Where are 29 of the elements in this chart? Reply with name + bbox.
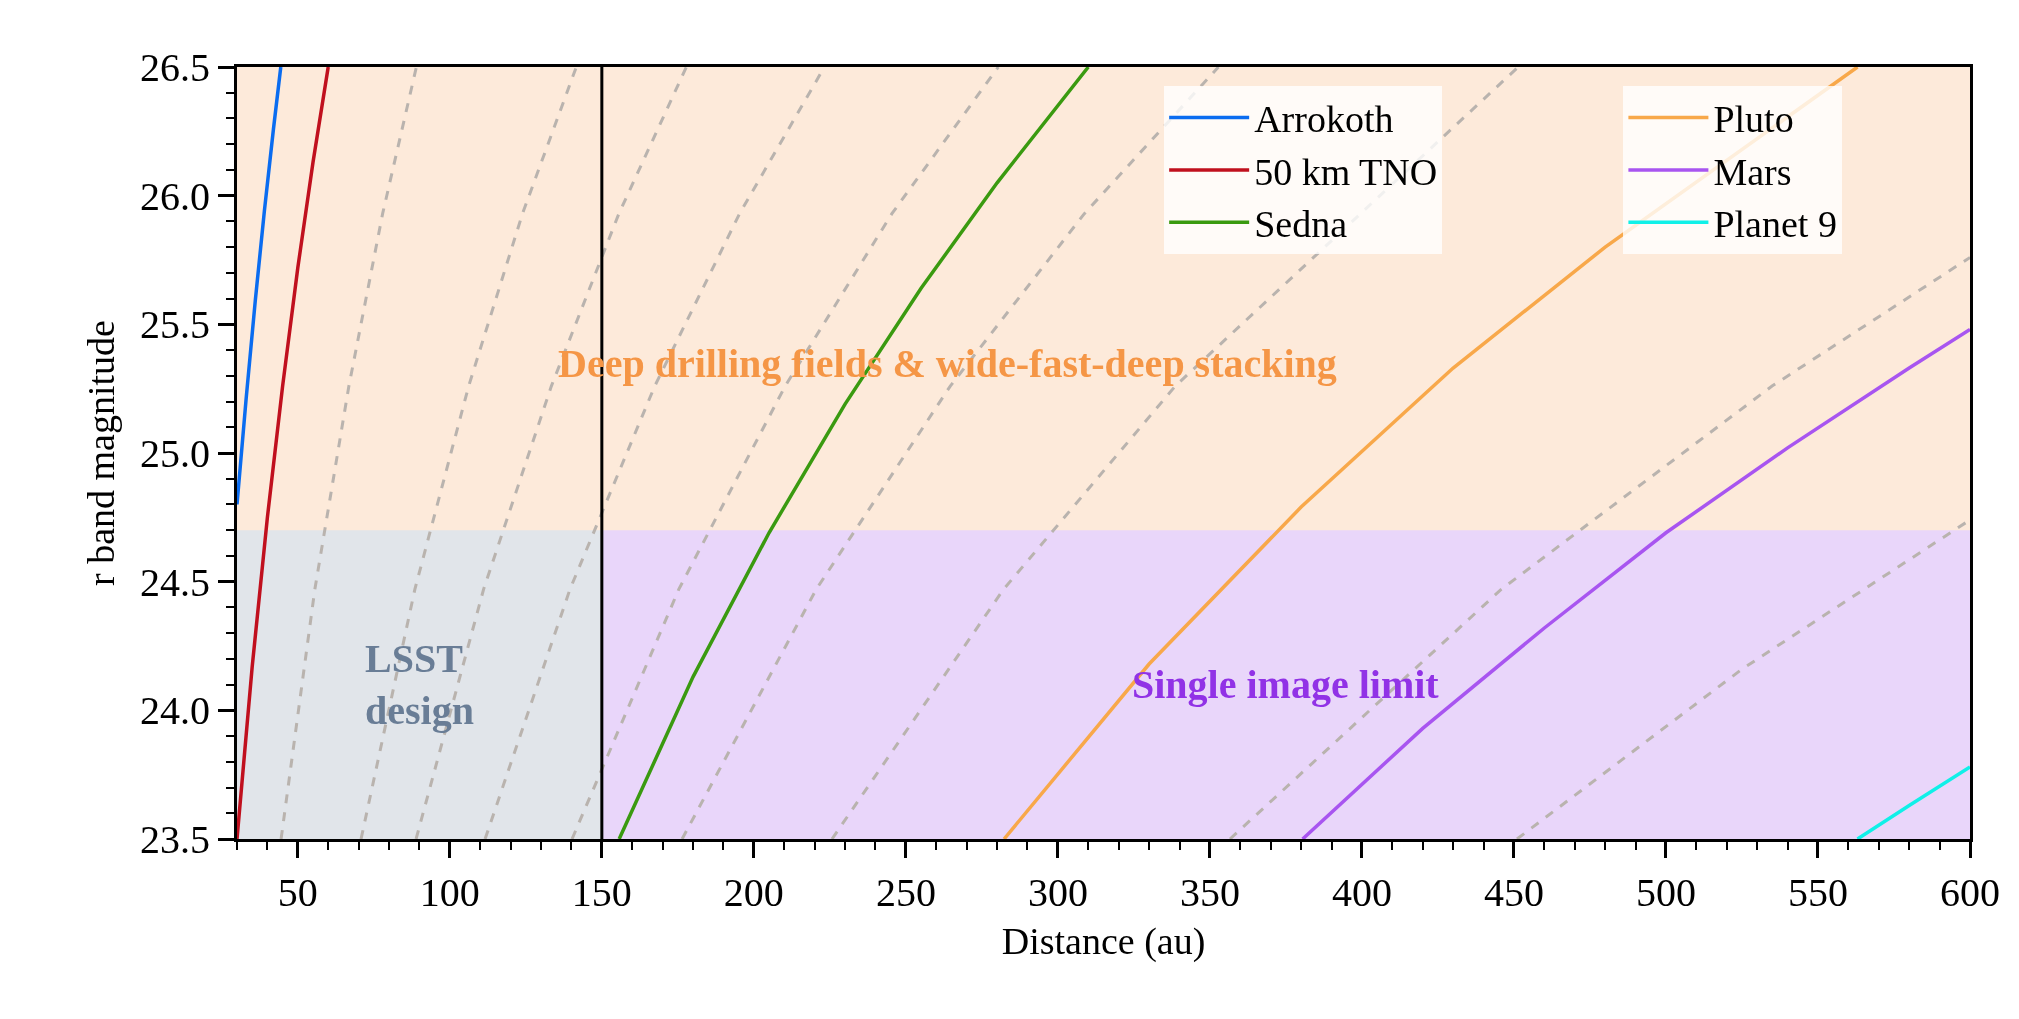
x-tick-label: 550 <box>1787 870 1848 915</box>
y-tick-label: 25.5 <box>140 302 210 348</box>
legend-label: Mars <box>1713 150 1792 193</box>
legend-label: 50 km TNO <box>1254 150 1438 193</box>
y-tick-label: 24.5 <box>140 559 210 605</box>
x-tick-label: 400 <box>1331 870 1392 915</box>
legend-label: Planet 9 <box>1713 203 1837 246</box>
x-axis-title: Distance (au) <box>1001 920 1206 964</box>
x-tick-label: 300 <box>1027 870 1088 915</box>
x-tick-label: 450 <box>1483 870 1544 915</box>
y-tick-label: 26.5 <box>140 45 210 90</box>
legend-label: Sedna <box>1254 203 1348 246</box>
y-tick-label: 23.5 <box>140 817 210 862</box>
band-label: LSST design <box>365 636 474 733</box>
x-tick-label: 50 <box>277 870 318 915</box>
y-tick-label: 25.0 <box>140 431 210 476</box>
y-tick-label: 26.0 <box>140 173 210 219</box>
x-tick-label: 500 <box>1635 870 1696 915</box>
legend-label: Pluto <box>1713 98 1794 141</box>
y-axis-title: r band magnitude <box>80 320 123 586</box>
legend-label: Arrokoth <box>1254 98 1394 141</box>
x-tick-label: 350 <box>1179 870 1240 915</box>
x-tick-label: 200 <box>723 870 784 915</box>
band-label: Single image limit <box>1132 662 1440 707</box>
x-tick-label: 150 <box>571 870 632 915</box>
y-tick-label: 24.0 <box>140 688 210 734</box>
x-tick-label: 100 <box>419 870 480 915</box>
x-tick-label: 600 <box>1940 870 2000 915</box>
x-tick-label: 250 <box>875 870 936 915</box>
